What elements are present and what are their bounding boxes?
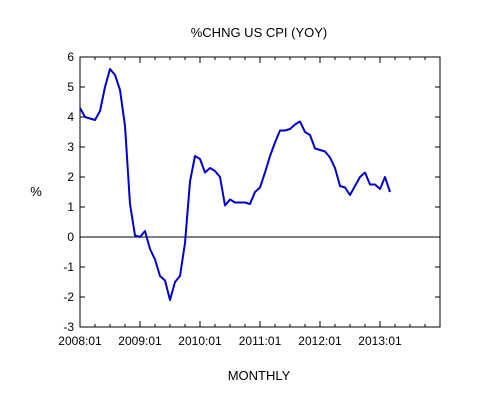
y-tick-label: 2 [67,170,74,184]
x-tick-label: 2009:01 [118,334,162,348]
y-tick-label: -2 [63,290,74,304]
x-tick-label: 2013:01 [358,334,402,348]
x-tick-label: 2012:01 [298,334,342,348]
x-axis: 2008:01 2009:01 2010:01 2011:01 2012:01 2013:… [58,57,441,348]
y-axis: -3 -2 -1 0 1 2 3 4 5 6 [63,50,440,334]
y-tick-label: -1 [63,260,74,274]
y-tick-label: 1 [67,200,74,214]
y-tick-label: 3 [67,140,74,154]
x-tick-label: 2011:01 [239,334,282,348]
y-tick-label: 4 [67,110,74,124]
y-tick-label: 0 [67,230,74,244]
x-tick-label: 2008:01 [58,334,102,348]
y-tick-label: -3 [63,320,74,334]
chart-title: %CHNG US CPI (YOY) [191,25,328,40]
y-tick-label: 6 [67,50,74,64]
plot-frame [79,56,441,328]
y-tick-label: 5 [67,80,74,94]
x-axis-title: MONTHLY [228,368,291,383]
y-axis-title: % [30,184,42,199]
series-line-cpi [79,68,391,301]
x-tick-label: 2010:01 [178,334,222,348]
